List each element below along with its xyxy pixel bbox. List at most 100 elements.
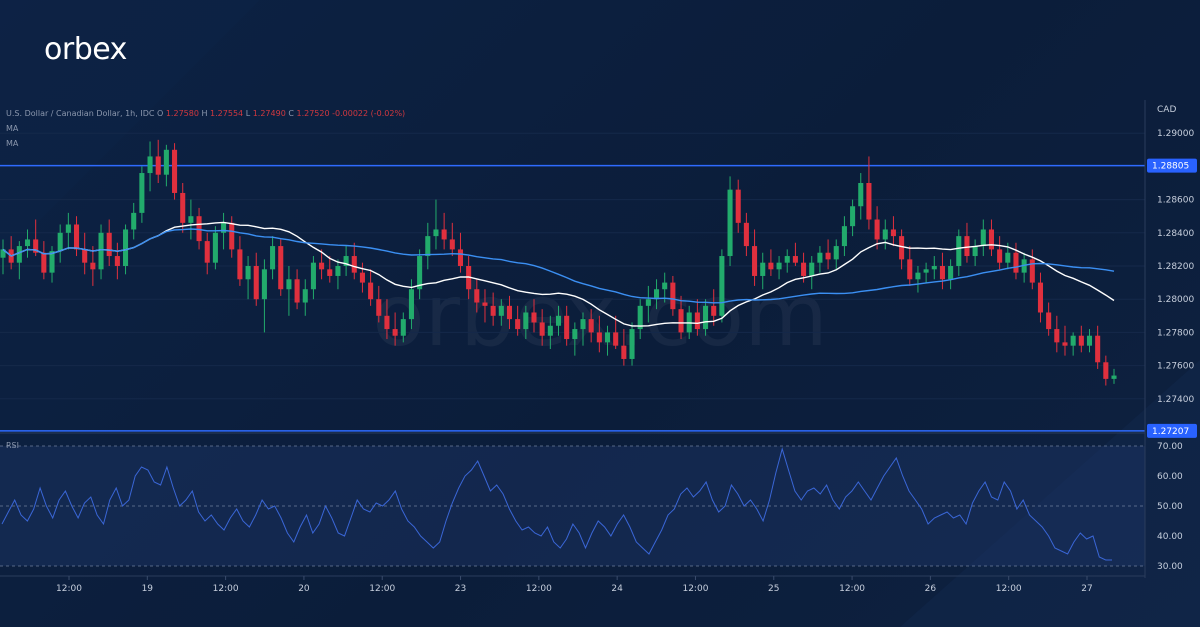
candle-down <box>1062 325 1068 356</box>
legend-ma-1: MA <box>6 124 19 133</box>
legend-l-label: L <box>245 109 251 118</box>
candle-up <box>703 299 709 336</box>
candle-down <box>457 232 464 273</box>
legend-c-label: C <box>288 109 294 118</box>
candle-down <box>711 289 717 326</box>
candle-body <box>155 156 161 175</box>
candle-body <box>752 246 758 276</box>
candle-up <box>417 249 423 300</box>
candle-body <box>890 229 896 237</box>
candle-up <box>400 312 406 343</box>
candle-body <box>956 236 962 266</box>
candle-up <box>131 202 137 240</box>
candle-down <box>1095 325 1101 369</box>
candle-up <box>850 199 856 237</box>
price-tick-label: 1.28000 <box>1157 295 1194 305</box>
time-tick-label: 27 <box>1081 584 1092 594</box>
candle-down <box>106 219 112 266</box>
candle-up <box>972 239 978 266</box>
candle-up <box>776 256 782 280</box>
candle-up <box>98 224 104 280</box>
candle-up <box>604 325 611 356</box>
candle-down <box>588 309 594 343</box>
candle-body <box>408 289 414 320</box>
candle-body <box>343 256 349 266</box>
candle-down <box>359 262 365 293</box>
candle-up <box>547 315 553 349</box>
candle-down <box>539 309 545 346</box>
candle-up <box>882 219 888 250</box>
candle-body <box>629 329 635 359</box>
candle-up <box>653 279 660 310</box>
candle-up <box>147 141 153 192</box>
time-tick-label: 20 <box>298 584 310 594</box>
watermark: orbex.com <box>372 266 828 366</box>
rsi-line <box>1 447 1112 561</box>
price-tick-label: 1.27400 <box>1157 395 1194 405</box>
level-tag-label: 1.27207 <box>1152 427 1189 437</box>
candle-body <box>49 251 55 273</box>
legend-change: -0.00022 (-0.02%) <box>332 109 406 118</box>
time-tick-label: 12:00 <box>996 584 1022 594</box>
time-tick-label: 12:00 <box>213 584 239 594</box>
candle-up <box>310 256 316 300</box>
candle-body <box>384 315 390 330</box>
candle-body <box>33 239 39 253</box>
candle-up <box>841 216 847 257</box>
candle-up <box>16 241 22 280</box>
candle-body <box>163 149 169 175</box>
candle-body <box>221 222 227 233</box>
candle-down <box>964 222 970 263</box>
rsi-tick-label: 40.00 <box>1157 532 1183 542</box>
candle-body <box>294 279 300 303</box>
candle-down <box>90 246 96 286</box>
ma-slow-line <box>2 228 1115 304</box>
candle-down <box>196 207 202 250</box>
candle-down <box>482 289 488 323</box>
candle-body <box>1029 259 1035 283</box>
candle-body <box>555 315 562 326</box>
rsi-tick-label: 50.00 <box>1157 502 1183 512</box>
candle-body <box>833 246 839 260</box>
candle-body <box>90 262 96 270</box>
candle-up <box>784 249 790 273</box>
candle-down <box>490 292 496 326</box>
candle-up <box>0 239 6 275</box>
legend-h-value: 1.27554 <box>210 109 244 118</box>
candle-up <box>1086 329 1093 353</box>
candle-body <box>457 249 464 266</box>
candle-body <box>196 216 202 242</box>
candle-body <box>1005 252 1011 263</box>
candle-up <box>498 299 504 326</box>
candle-body <box>261 269 267 300</box>
candle-down <box>506 295 513 330</box>
candle-up <box>809 256 815 290</box>
candle-down <box>694 299 700 336</box>
candle-up <box>727 176 733 266</box>
time-axis: 12:00 19 12:00 20 12:00 23 12:00 24 12:00 25 12:00… <box>0 575 1145 594</box>
candle-body <box>24 239 31 247</box>
candle-body <box>907 259 913 280</box>
candle-body <box>16 246 22 263</box>
time-tick-label: 26 <box>925 584 937 594</box>
candle-up <box>572 322 578 356</box>
candle-down <box>294 269 300 310</box>
candle-down <box>204 232 210 275</box>
candle-down <box>1013 242 1019 280</box>
candle-body <box>237 249 243 280</box>
candle-down <box>621 329 627 366</box>
candle-body <box>359 272 365 283</box>
candle-down <box>752 229 758 286</box>
candle-body <box>882 229 888 240</box>
candle-body <box>57 232 63 252</box>
candle-body <box>1103 362 1109 379</box>
candle-body <box>188 216 194 223</box>
candle-body <box>1046 312 1052 330</box>
candle-body <box>621 345 627 359</box>
candle-body <box>212 232 218 263</box>
candle-down <box>253 252 259 306</box>
candle-body <box>310 262 316 290</box>
chart-legend: U.S. Dollar / Canadian Dollar, 1h, IDC O… <box>6 106 405 151</box>
candle-body <box>327 269 333 276</box>
